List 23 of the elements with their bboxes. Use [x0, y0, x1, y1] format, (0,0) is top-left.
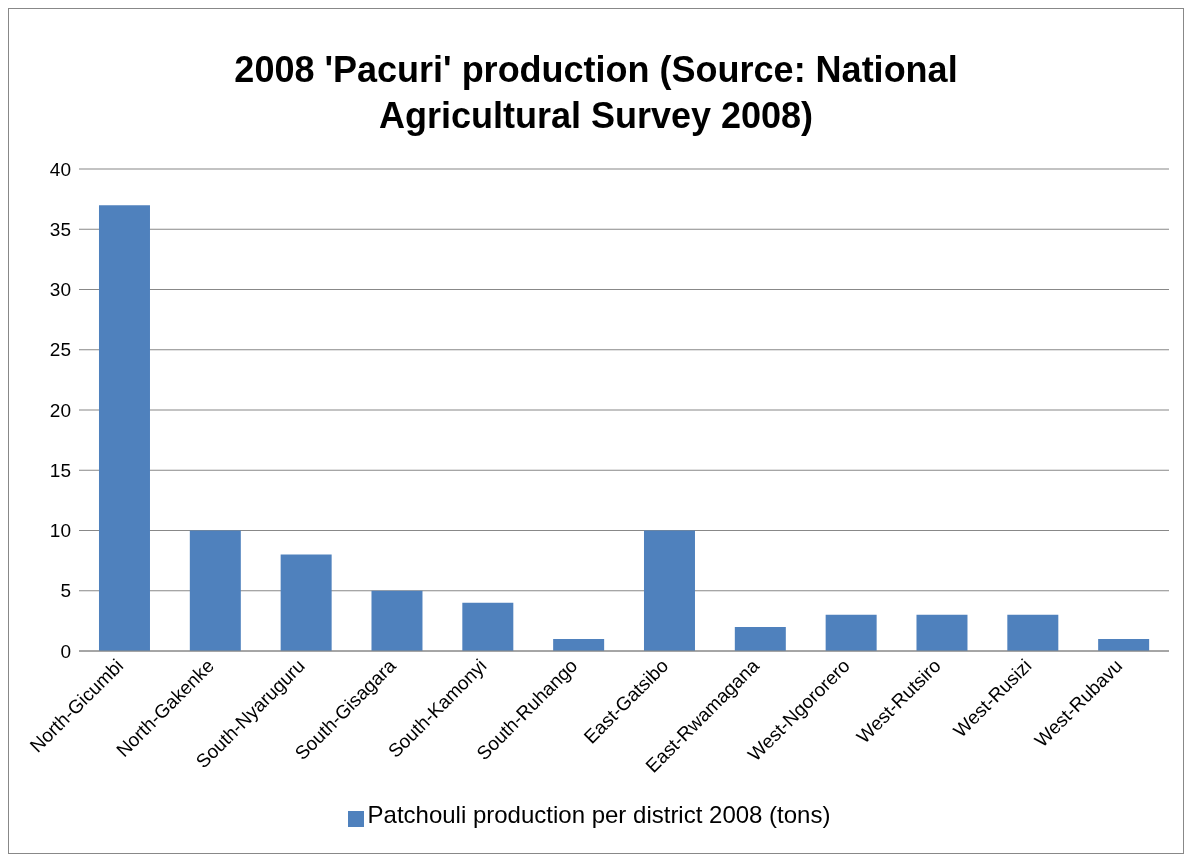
y-tick-label: 10 [49, 520, 71, 542]
bar [98, 205, 150, 651]
y-tick-label: 40 [49, 158, 71, 180]
y-tick-label: 15 [49, 459, 71, 481]
bar [280, 554, 332, 651]
chart-title: 2008 'Pacuri' production (Source: National Agricultural Survey 2008) [233, 48, 959, 138]
y-tick-label: 5 [60, 580, 71, 602]
bar [825, 614, 877, 651]
bar [734, 626, 786, 651]
y-tick-label: 20 [49, 399, 71, 421]
y-tick-label: 30 [49, 279, 71, 301]
bar [189, 530, 241, 651]
bar [1098, 638, 1150, 651]
bar [553, 638, 605, 651]
bar [462, 602, 514, 651]
y-tick-label: 25 [49, 339, 71, 361]
bar [643, 530, 695, 651]
bar [371, 590, 423, 651]
bar [1007, 614, 1059, 651]
legend-label: Patchouli production per district 2008 (tons) [367, 801, 831, 828]
bar [916, 614, 968, 651]
y-tick-label: 35 [49, 218, 71, 240]
y-tick-label: 0 [60, 640, 71, 662]
